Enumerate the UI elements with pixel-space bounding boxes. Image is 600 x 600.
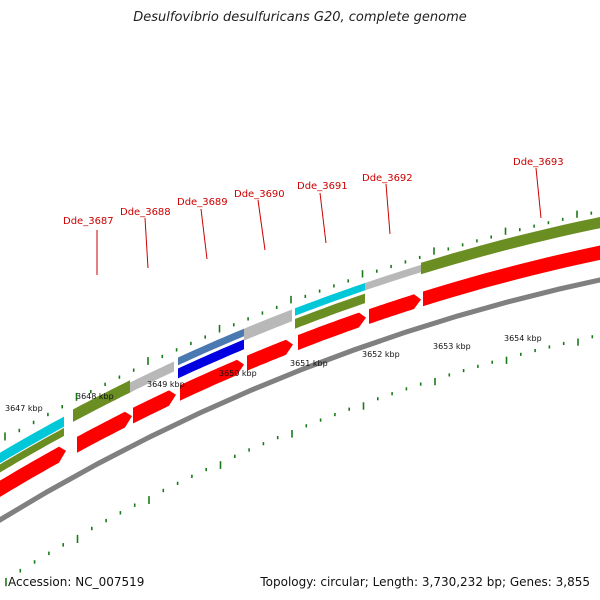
cds-arrow[interactable] [423, 244, 600, 307]
gene-leader-line [257, 199, 266, 251]
cds-arrow[interactable] [0, 446, 66, 500]
feature-segment[interactable] [295, 283, 365, 316]
feature-bands [0, 215, 600, 500]
feature-segment[interactable] [178, 328, 244, 366]
gene-label[interactable]: Dde_3688 [120, 207, 171, 218]
kbp-label: 3649 kbp [147, 380, 185, 389]
gene-label[interactable]: Dde_3687 [63, 216, 114, 227]
gene-label[interactable]: Dde_3692 [362, 173, 413, 184]
accession-text: Accession: NC_007519 [8, 575, 145, 589]
gene-leader-line [385, 183, 391, 235]
feature-segment[interactable] [73, 380, 130, 422]
gene-leader-line [144, 217, 149, 269]
gene-label[interactable]: Dde_3689 [177, 197, 228, 208]
cds-arrow[interactable] [247, 339, 293, 371]
cds-arrow[interactable] [77, 411, 132, 453]
feature-segment[interactable] [0, 427, 64, 476]
cds-arrow[interactable] [133, 390, 176, 424]
feature-segment[interactable] [295, 293, 365, 329]
gene-label[interactable]: Dde_3690 [234, 189, 285, 200]
gene-label[interactable]: Dde_3691 [297, 181, 348, 192]
feature-segment[interactable] [0, 416, 64, 467]
kbp-label: 3653 kbp [433, 342, 471, 351]
gene-label[interactable]: Dde_3693 [513, 157, 564, 168]
kbp-label: 3647 kbp [5, 404, 43, 413]
kbp-label: 3652 kbp [362, 350, 400, 359]
feature-segment[interactable] [178, 339, 244, 379]
tick-marks [4, 210, 594, 587]
genome-stats-text: Topology: circular; Length: 3,730,232 bp… [260, 575, 590, 589]
feature-segment[interactable] [244, 309, 292, 341]
kbp-scale-labels: 3647 kbp 3648 kbp 3649 kbp 3650 kbp 3651… [5, 334, 542, 413]
cds-arrow[interactable] [180, 359, 244, 401]
gene-leader-line [200, 208, 208, 260]
feature-segment[interactable] [130, 361, 174, 393]
cds-arrow[interactable] [298, 312, 366, 351]
feature-segment[interactable] [365, 264, 421, 291]
gene-leader-line [535, 167, 542, 219]
gene-leader-line [319, 192, 327, 244]
kbp-label: 3650 kbp [219, 369, 257, 378]
kbp-label: 3651 kbp [290, 359, 328, 368]
cds-arrow[interactable] [369, 294, 421, 324]
feature-segment[interactable] [421, 215, 600, 275]
kbp-label: 3654 kbp [504, 334, 542, 343]
gene-labels: Dde_3687 Dde_3688 Dde_3689 Dde_3690 Dde_… [63, 157, 564, 275]
map-title: Desulfovibrio desulfuricans G20, complet… [133, 10, 467, 25]
kbp-label: 3648 kbp [76, 392, 114, 401]
